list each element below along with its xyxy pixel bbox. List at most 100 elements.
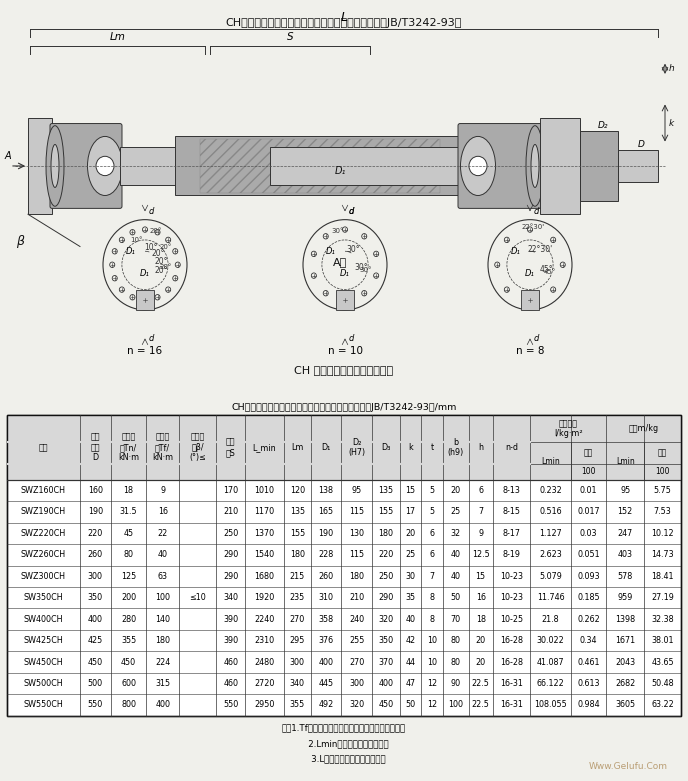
- Text: t: t: [431, 443, 433, 452]
- Text: 21.8: 21.8: [541, 615, 559, 624]
- Text: 228: 228: [319, 551, 334, 559]
- Text: 10-25: 10-25: [500, 615, 523, 624]
- Text: 12.5: 12.5: [472, 551, 490, 559]
- Text: 355: 355: [290, 701, 305, 709]
- Text: 12: 12: [427, 701, 437, 709]
- Text: 7: 7: [429, 572, 435, 581]
- Text: D₂
(H7): D₂ (H7): [348, 438, 365, 457]
- Ellipse shape: [87, 137, 122, 195]
- Text: 8: 8: [429, 615, 435, 624]
- Text: 10: 10: [427, 658, 437, 666]
- Text: 15: 15: [405, 486, 416, 495]
- Text: 2682: 2682: [615, 679, 635, 688]
- Text: 390: 390: [223, 637, 238, 645]
- Text: 增长: 增长: [658, 448, 667, 458]
- Text: SWZ160CH: SWZ160CH: [21, 486, 66, 495]
- Text: 959: 959: [617, 594, 633, 602]
- Text: 20°: 20°: [150, 228, 162, 234]
- Text: 270: 270: [290, 615, 305, 624]
- Text: 80: 80: [124, 551, 133, 559]
- Text: 1010: 1010: [255, 486, 275, 495]
- Text: 460: 460: [224, 658, 238, 666]
- Text: 16: 16: [158, 508, 168, 516]
- Text: h: h: [669, 64, 675, 73]
- Text: 0.34: 0.34: [580, 637, 597, 645]
- Text: 20: 20: [405, 529, 416, 538]
- Text: D₃: D₃: [381, 443, 391, 452]
- Bar: [607, 415, 680, 442]
- Text: 10°: 10°: [144, 244, 158, 252]
- Text: 350: 350: [88, 594, 103, 602]
- Text: SW450CH: SW450CH: [23, 658, 63, 666]
- Text: 135: 135: [290, 508, 305, 516]
- Text: 5: 5: [429, 486, 435, 495]
- Bar: [493, 415, 530, 480]
- Text: 45: 45: [124, 529, 133, 538]
- Text: 460: 460: [224, 679, 238, 688]
- Text: SWZ300CH: SWZ300CH: [21, 572, 66, 581]
- Text: 63: 63: [158, 572, 168, 581]
- Text: 0.185: 0.185: [577, 594, 600, 602]
- Text: 10-23: 10-23: [500, 594, 523, 602]
- Text: 43.65: 43.65: [651, 658, 674, 666]
- Bar: [443, 415, 468, 480]
- Text: 180: 180: [290, 551, 305, 559]
- Text: 10°: 10°: [130, 237, 142, 243]
- Text: 492: 492: [319, 701, 334, 709]
- Text: 300: 300: [349, 679, 364, 688]
- Text: 190: 190: [319, 529, 334, 538]
- Text: 8-19: 8-19: [502, 551, 521, 559]
- Text: 45°: 45°: [539, 265, 553, 274]
- Text: 0.984: 0.984: [577, 701, 600, 709]
- Text: SWZ260CH: SWZ260CH: [21, 551, 66, 559]
- Text: 14.73: 14.73: [651, 551, 674, 559]
- Bar: [531, 443, 606, 480]
- Text: ≤10: ≤10: [189, 594, 206, 602]
- Text: 315: 315: [155, 679, 170, 688]
- Bar: [469, 415, 492, 480]
- Bar: [618, 150, 658, 182]
- Text: 350: 350: [378, 637, 394, 645]
- Text: 2310: 2310: [255, 637, 275, 645]
- Text: 50.48: 50.48: [651, 679, 674, 688]
- Text: 16-31: 16-31: [500, 679, 523, 688]
- Text: 500: 500: [88, 679, 103, 688]
- Text: 30°: 30°: [331, 228, 343, 234]
- Text: 80: 80: [451, 637, 460, 645]
- Ellipse shape: [96, 156, 114, 176]
- Text: 22: 22: [158, 529, 168, 538]
- Text: SW350CH: SW350CH: [23, 594, 63, 602]
- Text: 295: 295: [290, 637, 305, 645]
- Text: D: D: [638, 140, 645, 149]
- Text: 11.746: 11.746: [537, 594, 564, 602]
- Text: 1.127: 1.127: [539, 529, 562, 538]
- Text: 2720: 2720: [255, 679, 275, 688]
- Text: 8-15: 8-15: [502, 508, 521, 516]
- Text: Lmin: Lmin: [616, 457, 634, 465]
- Text: 8-13: 8-13: [503, 486, 521, 495]
- Text: 10: 10: [427, 637, 437, 645]
- Text: 80: 80: [451, 658, 460, 666]
- Bar: [180, 415, 215, 480]
- Text: CH型长伸缩焊接式万向联轴器基本参数和主要尺寸（JB/T3242-93）: CH型长伸缩焊接式万向联轴器基本参数和主要尺寸（JB/T3242-93）: [226, 18, 462, 28]
- Text: 质量m/kg: 质量m/kg: [629, 424, 659, 433]
- Text: 40: 40: [451, 551, 460, 559]
- Text: SWZ220CH: SWZ220CH: [21, 529, 66, 538]
- Text: 20°: 20°: [160, 244, 173, 250]
- Text: D₁: D₁: [340, 269, 350, 278]
- Text: 376: 376: [319, 637, 334, 645]
- Text: 247: 247: [618, 529, 633, 538]
- Ellipse shape: [526, 126, 544, 206]
- Text: 2950: 2950: [255, 701, 275, 709]
- Text: 155: 155: [378, 508, 394, 516]
- Text: 290: 290: [223, 551, 239, 559]
- Text: d: d: [349, 206, 354, 216]
- Text: n-d: n-d: [505, 443, 518, 452]
- Text: 伸缩
量S: 伸缩 量S: [226, 438, 236, 457]
- Text: 9: 9: [160, 486, 165, 495]
- Text: 20: 20: [475, 658, 486, 666]
- Text: D₁: D₁: [334, 166, 345, 177]
- Text: 260: 260: [319, 572, 334, 581]
- Text: 0.017: 0.017: [577, 508, 600, 516]
- Text: 40: 40: [451, 572, 460, 581]
